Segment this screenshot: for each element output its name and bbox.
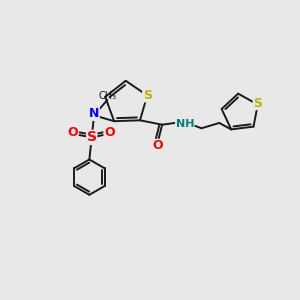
Text: NH: NH: [176, 119, 194, 129]
Text: S: S: [87, 130, 97, 144]
Text: O: O: [104, 127, 115, 140]
Text: S: S: [143, 89, 152, 102]
Text: S: S: [253, 97, 262, 110]
Text: N: N: [89, 107, 99, 120]
Text: O: O: [68, 127, 78, 140]
Text: O: O: [152, 140, 163, 152]
Text: CH₃: CH₃: [99, 92, 117, 101]
